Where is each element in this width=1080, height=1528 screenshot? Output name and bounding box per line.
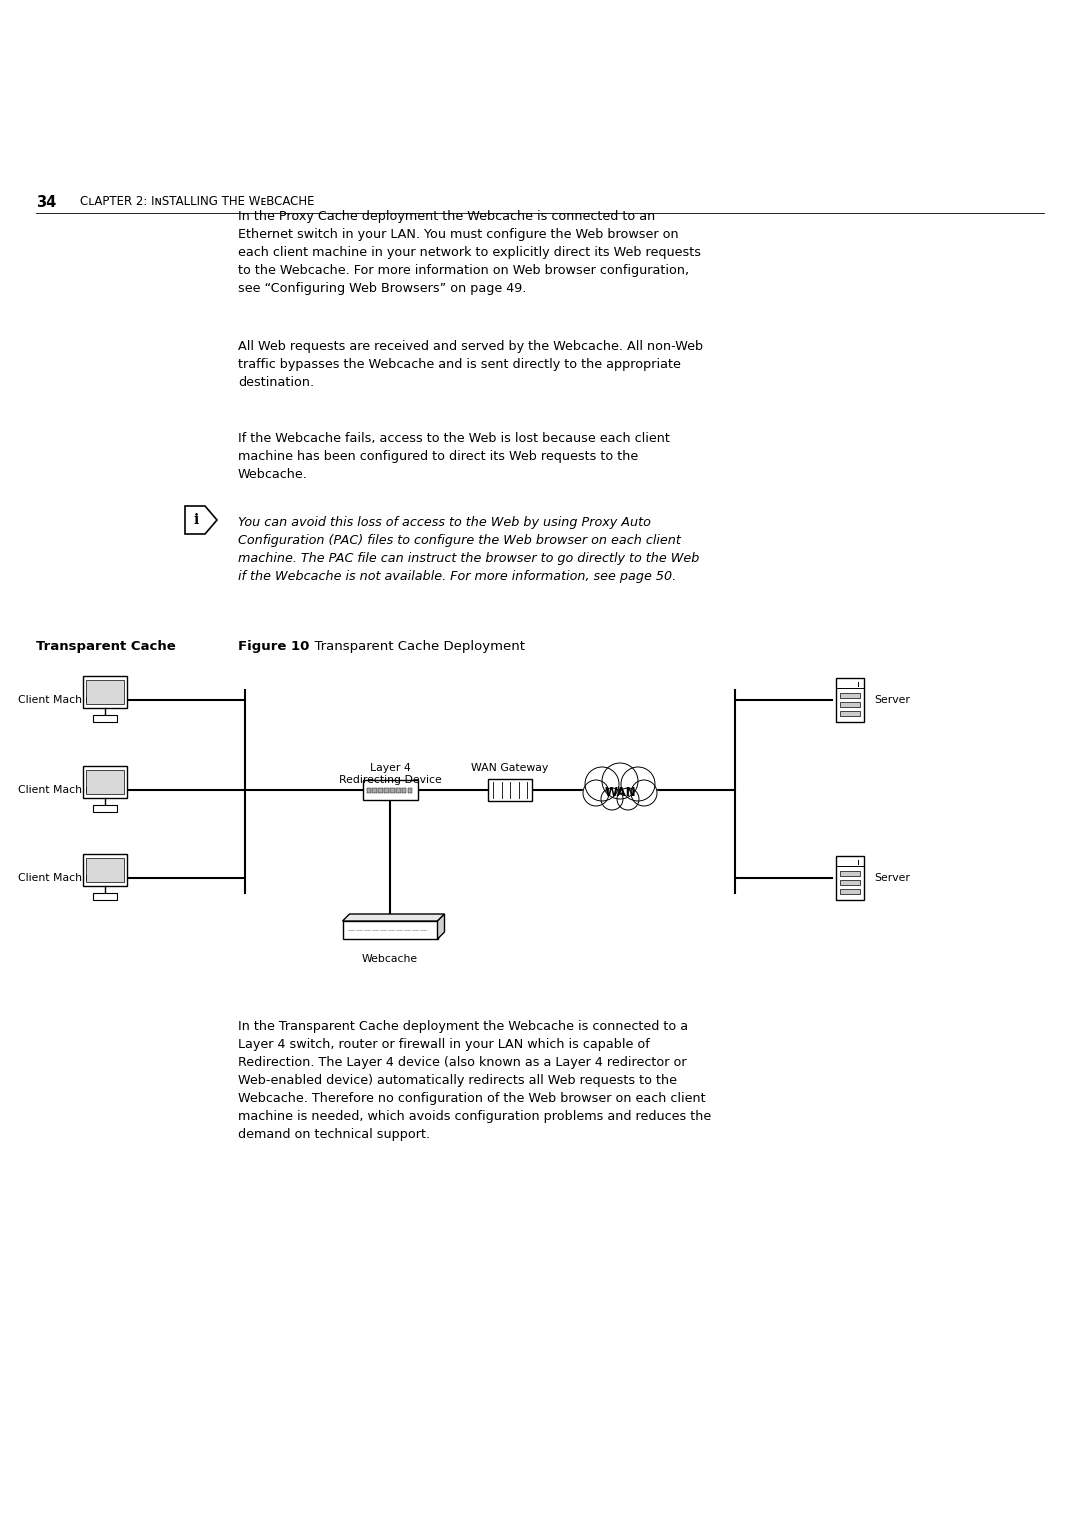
FancyBboxPatch shape (840, 889, 860, 894)
Text: All Web requests are received and served by the Webcache. All non-Web
traffic by: All Web requests are received and served… (238, 341, 703, 390)
FancyBboxPatch shape (93, 715, 117, 723)
FancyBboxPatch shape (83, 766, 127, 798)
FancyBboxPatch shape (836, 678, 864, 723)
Text: In the Transparent Cache deployment the Webcache is connected to a
Layer 4 switc: In the Transparent Cache deployment the … (238, 1021, 712, 1141)
Circle shape (617, 788, 639, 810)
Text: WAN Gateway: WAN Gateway (471, 762, 549, 773)
FancyBboxPatch shape (93, 805, 117, 811)
Text: Layer 4
Redirecting Device: Layer 4 Redirecting Device (339, 762, 442, 785)
FancyBboxPatch shape (83, 854, 127, 886)
Text: In the Proxy Cache deployment the Webcache is connected to an
Ethernet switch in: In the Proxy Cache deployment the Webcac… (238, 209, 701, 295)
FancyBboxPatch shape (488, 779, 532, 801)
FancyBboxPatch shape (390, 788, 394, 793)
FancyBboxPatch shape (840, 711, 860, 717)
FancyBboxPatch shape (86, 680, 124, 704)
FancyBboxPatch shape (373, 788, 377, 793)
FancyBboxPatch shape (840, 880, 860, 885)
Text: You can avoid this loss of access to the Web by using Proxy Auto
Configuration (: You can avoid this loss of access to the… (238, 516, 700, 584)
FancyBboxPatch shape (366, 788, 372, 793)
FancyBboxPatch shape (384, 788, 389, 793)
Text: Server: Server (874, 872, 909, 883)
Text: Client Machine: Client Machine (18, 785, 98, 795)
Polygon shape (437, 914, 445, 940)
Text: Client Machine: Client Machine (18, 695, 98, 704)
Circle shape (583, 779, 609, 805)
Text: 34: 34 (36, 196, 56, 209)
Circle shape (602, 762, 638, 799)
FancyBboxPatch shape (378, 788, 383, 793)
FancyBboxPatch shape (396, 788, 401, 793)
Text: Webcache: Webcache (362, 953, 418, 964)
FancyBboxPatch shape (86, 859, 124, 882)
FancyBboxPatch shape (836, 856, 864, 900)
FancyBboxPatch shape (407, 788, 413, 793)
Text: CʟAPTER 2: IɴSTALLING THE WᴇBCACHE: CʟAPTER 2: IɴSTALLING THE WᴇBCACHE (80, 196, 314, 208)
Text: Client Machine: Client Machine (18, 872, 98, 883)
FancyBboxPatch shape (840, 694, 860, 698)
Text: Transparent Cache: Transparent Cache (36, 640, 176, 652)
FancyBboxPatch shape (93, 892, 117, 900)
FancyBboxPatch shape (342, 921, 437, 940)
Text: Server: Server (874, 695, 909, 704)
Text: Figure 10: Figure 10 (238, 640, 309, 652)
FancyBboxPatch shape (840, 871, 860, 876)
Text: If the Webcache fails, access to the Web is lost because each client
machine has: If the Webcache fails, access to the Web… (238, 432, 670, 481)
Text: Transparent Cache Deployment: Transparent Cache Deployment (306, 640, 525, 652)
FancyBboxPatch shape (840, 701, 860, 707)
Circle shape (585, 767, 619, 801)
Text: WAN: WAN (604, 785, 636, 799)
Circle shape (621, 767, 654, 801)
FancyBboxPatch shape (363, 779, 418, 801)
FancyBboxPatch shape (86, 770, 124, 795)
Text: i: i (193, 513, 199, 527)
FancyBboxPatch shape (83, 675, 127, 707)
FancyBboxPatch shape (402, 788, 406, 793)
Circle shape (631, 779, 657, 805)
Circle shape (600, 788, 623, 810)
Polygon shape (342, 914, 445, 921)
